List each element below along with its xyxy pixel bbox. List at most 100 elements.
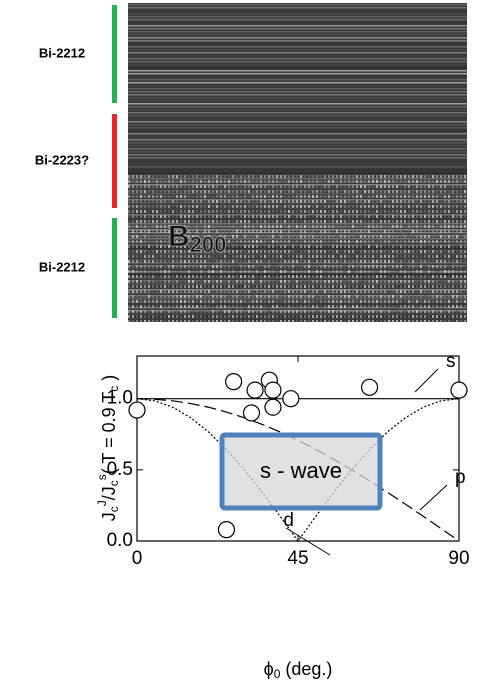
texture [232, 320, 234, 322]
texture [416, 250, 418, 253]
texture [400, 220, 402, 223]
texture [188, 205, 190, 208]
texture [312, 255, 314, 258]
texture [360, 230, 362, 233]
texture [452, 235, 454, 238]
texture [408, 320, 410, 322]
texture [280, 195, 282, 198]
texture [448, 260, 450, 263]
texture [300, 255, 302, 258]
texture [156, 310, 158, 313]
texture [216, 225, 218, 228]
texture [260, 260, 262, 263]
texture [136, 215, 138, 218]
texture [208, 275, 210, 278]
texture [324, 245, 326, 248]
texture [148, 290, 150, 293]
texture [404, 220, 406, 223]
texture [152, 215, 154, 218]
texture [304, 205, 306, 208]
texture [256, 280, 258, 283]
texture [296, 295, 298, 298]
texture [284, 250, 286, 253]
texture [168, 265, 170, 268]
texture [396, 185, 398, 188]
texture [256, 180, 258, 183]
texture [392, 205, 394, 208]
texture [392, 310, 394, 313]
texture [380, 215, 382, 218]
texture [380, 315, 382, 318]
texture [432, 185, 434, 188]
texture [144, 185, 146, 188]
texture [192, 175, 194, 178]
texture [396, 305, 398, 308]
texture [420, 240, 422, 243]
texture [360, 275, 362, 278]
texture [332, 265, 334, 268]
texture [424, 310, 426, 313]
texture [204, 275, 206, 278]
texture [420, 230, 422, 233]
texture [404, 235, 406, 238]
texture [200, 280, 202, 283]
texture [424, 210, 426, 213]
texture [148, 270, 150, 273]
texture [304, 310, 306, 313]
texture [164, 290, 166, 293]
texture [164, 315, 166, 318]
texture [376, 205, 378, 208]
texture [192, 290, 194, 293]
texture [440, 260, 442, 263]
texture [396, 235, 398, 238]
texture [264, 250, 266, 253]
texture [420, 210, 422, 213]
texture [248, 310, 250, 313]
texture [296, 210, 298, 213]
texture [284, 225, 286, 228]
texture [332, 260, 334, 263]
texture [380, 290, 382, 293]
texture [368, 185, 370, 188]
texture [368, 285, 370, 288]
texture [444, 300, 446, 303]
texture [324, 180, 326, 183]
texture [304, 305, 306, 308]
texture [128, 148, 467, 150]
texture [272, 215, 274, 218]
texture [376, 255, 378, 258]
texture [368, 230, 370, 233]
texture [168, 285, 170, 288]
texture [356, 240, 358, 243]
texture [364, 305, 366, 308]
texture [428, 295, 430, 298]
texture [436, 310, 438, 313]
texture [368, 195, 370, 198]
texture [292, 295, 294, 298]
texture [208, 200, 210, 203]
texture [160, 270, 162, 273]
texture [128, 220, 130, 223]
texture [212, 315, 214, 318]
texture [400, 250, 402, 253]
texture [360, 250, 362, 253]
texture [392, 300, 394, 303]
texture [188, 225, 190, 228]
texture [424, 280, 426, 283]
texture [424, 235, 426, 238]
texture [268, 320, 270, 322]
texture [292, 180, 294, 183]
texture [372, 295, 374, 298]
texture [180, 250, 182, 253]
texture [268, 295, 270, 298]
texture [444, 260, 446, 263]
texture [132, 225, 134, 228]
texture [128, 238, 467, 240]
texture [424, 270, 426, 273]
texture [292, 305, 294, 308]
texture [192, 300, 194, 303]
texture [296, 305, 298, 308]
texture [312, 215, 314, 218]
texture [440, 285, 442, 288]
texture [432, 285, 434, 288]
